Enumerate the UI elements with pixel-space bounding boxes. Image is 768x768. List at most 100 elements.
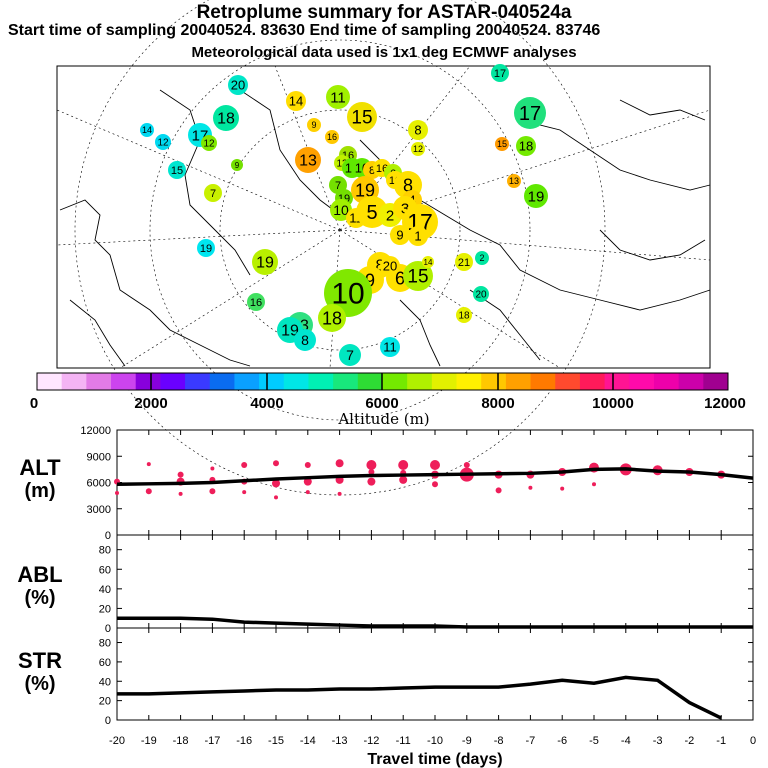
y-tick-label: 6000 [87, 478, 111, 490]
cluster-marker-label: 13 [509, 176, 519, 186]
colorbar-cells [37, 373, 729, 390]
cluster-marker-label: 2 [479, 253, 484, 263]
cluster-marker: 14 [422, 256, 434, 268]
cluster-marker-label: 16 [250, 297, 262, 309]
y-tick-label: 40 [99, 584, 111, 596]
cluster-marker-circle [155, 134, 171, 150]
cluster-marker: 15 [347, 102, 377, 132]
colorbar-cell-26 [678, 373, 704, 390]
cluster-marker-circle [507, 174, 521, 188]
cluster-marker-label: 14 [289, 94, 303, 109]
x-tick-label: -17 [204, 735, 220, 747]
altitude-dot [305, 490, 310, 495]
x-tick-label: -19 [141, 735, 157, 747]
cluster-marker-label: 18 [217, 111, 235, 128]
cluster-marker: 10 [330, 199, 352, 221]
cluster-marker: 13 [507, 174, 521, 188]
altitude-dot [432, 481, 438, 488]
panel-alt: 0 3000 6000 9000 12000 ALT(m) [19, 425, 754, 542]
cluster-marker: 9 [390, 225, 410, 245]
cluster-marker-circle [347, 102, 377, 132]
altitude-dot [399, 475, 408, 484]
x-tick-label: -11 [396, 735, 411, 747]
cluster-marker-label: 8 [301, 332, 309, 348]
x-tick-label: -2 [685, 735, 695, 747]
altitude-dot [463, 462, 470, 468]
colorbar-cell-27 [703, 373, 729, 390]
cluster-marker: 12 [201, 135, 217, 151]
cluster-marker: 15 [403, 261, 433, 291]
x-tick-label: -6 [557, 735, 567, 747]
altitude-dot [241, 462, 248, 468]
colorbar-frame [36, 372, 729, 391]
panel-label: STR [18, 648, 62, 673]
cluster-marker-circle [252, 249, 278, 275]
cluster-marker-label: 19 [200, 243, 212, 255]
cluster-marker-circle [403, 261, 433, 291]
cluster-marker: 21 [455, 253, 473, 271]
x-tick-label: -18 [173, 735, 189, 747]
altitude-dot [146, 462, 151, 467]
cluster-marker: 18 [456, 307, 472, 323]
panel-abl: 0 20 40 60 80 ABL(%) [17, 534, 754, 635]
cluster-marker-label: 18 [322, 308, 342, 328]
cluster-marker-circle [247, 293, 265, 311]
sampling-time-line: Start time of sampling 20040524. 83630 E… [8, 22, 601, 39]
cluster-marker-label: 19 [256, 255, 274, 272]
colorbar-cell-19 [505, 373, 532, 390]
cluster-marker-circle [197, 239, 215, 257]
panel-unit: (%) [24, 673, 55, 695]
cluster-marker-label: 11 [383, 340, 397, 355]
cluster-marker-label: 15 [407, 267, 428, 288]
cluster-marker: 9 [307, 118, 321, 132]
cluster-marker-label: 20 [383, 259, 397, 274]
y-tick-label: 20 [99, 696, 111, 708]
altitude-dot [177, 471, 184, 478]
cluster-marker-circle [475, 251, 489, 265]
cluster-marker-circle [204, 184, 222, 202]
colorbar-cell-9 [259, 373, 285, 390]
cluster-marker: 17 [514, 97, 546, 129]
colorbar-cell-15 [407, 373, 433, 390]
panel-frame [116, 627, 754, 721]
cluster-marker: 18 [318, 304, 346, 332]
colorbar-cell-12 [333, 373, 359, 390]
cluster-marker: 19 [197, 239, 215, 257]
colorbar-cell-21 [555, 373, 581, 390]
altitude-dot [209, 488, 216, 495]
x-tick-label: -12 [363, 735, 379, 747]
altitude-dot [528, 485, 533, 490]
cluster-marker-label: 16 [327, 132, 337, 142]
cluster-marker-circle [231, 159, 243, 171]
cluster-marker-circle [456, 307, 472, 323]
colorbar-cell-22 [579, 373, 606, 390]
altitude-dot [368, 469, 375, 475]
cluster-marker-label: 13 [336, 159, 348, 170]
cluster-marker: 15 [495, 137, 509, 151]
cluster-marker-label: 1 [414, 229, 421, 244]
cluster-marker-label: 9 [235, 161, 240, 170]
cluster-marker-circle [140, 123, 154, 137]
altitude-dot [367, 477, 376, 486]
y-tick-label: 60 [99, 657, 111, 669]
cluster-marker: 12 [411, 142, 425, 156]
x-axis-title: Travel time (days) [367, 751, 502, 768]
cluster-marker-label: 14 [424, 258, 433, 267]
y-tick-label: 9000 [87, 451, 111, 463]
colorbar-cell-23 [604, 373, 630, 390]
cluster-marker: 14 [140, 123, 154, 137]
colorbar-tick-8000: 8000 [481, 395, 514, 412]
colorbar-label: Altitude (m) [338, 410, 430, 428]
x-tick-label: -3 [653, 735, 663, 747]
cluster-marker: 20 [380, 256, 400, 276]
x-tick-label: -4 [621, 735, 631, 747]
colorbar-cell-10 [283, 373, 309, 390]
y-tick-label: 80 [99, 638, 111, 650]
cluster-marker-label: 20 [475, 290, 487, 301]
colorbar-ticks: 0 2000 4000 6000 8000 10000 12000 [30, 395, 746, 412]
cluster-marker-circle [408, 226, 428, 246]
x-tick-label: -20 [109, 735, 125, 747]
cluster-marker-label: 11 [330, 89, 346, 106]
